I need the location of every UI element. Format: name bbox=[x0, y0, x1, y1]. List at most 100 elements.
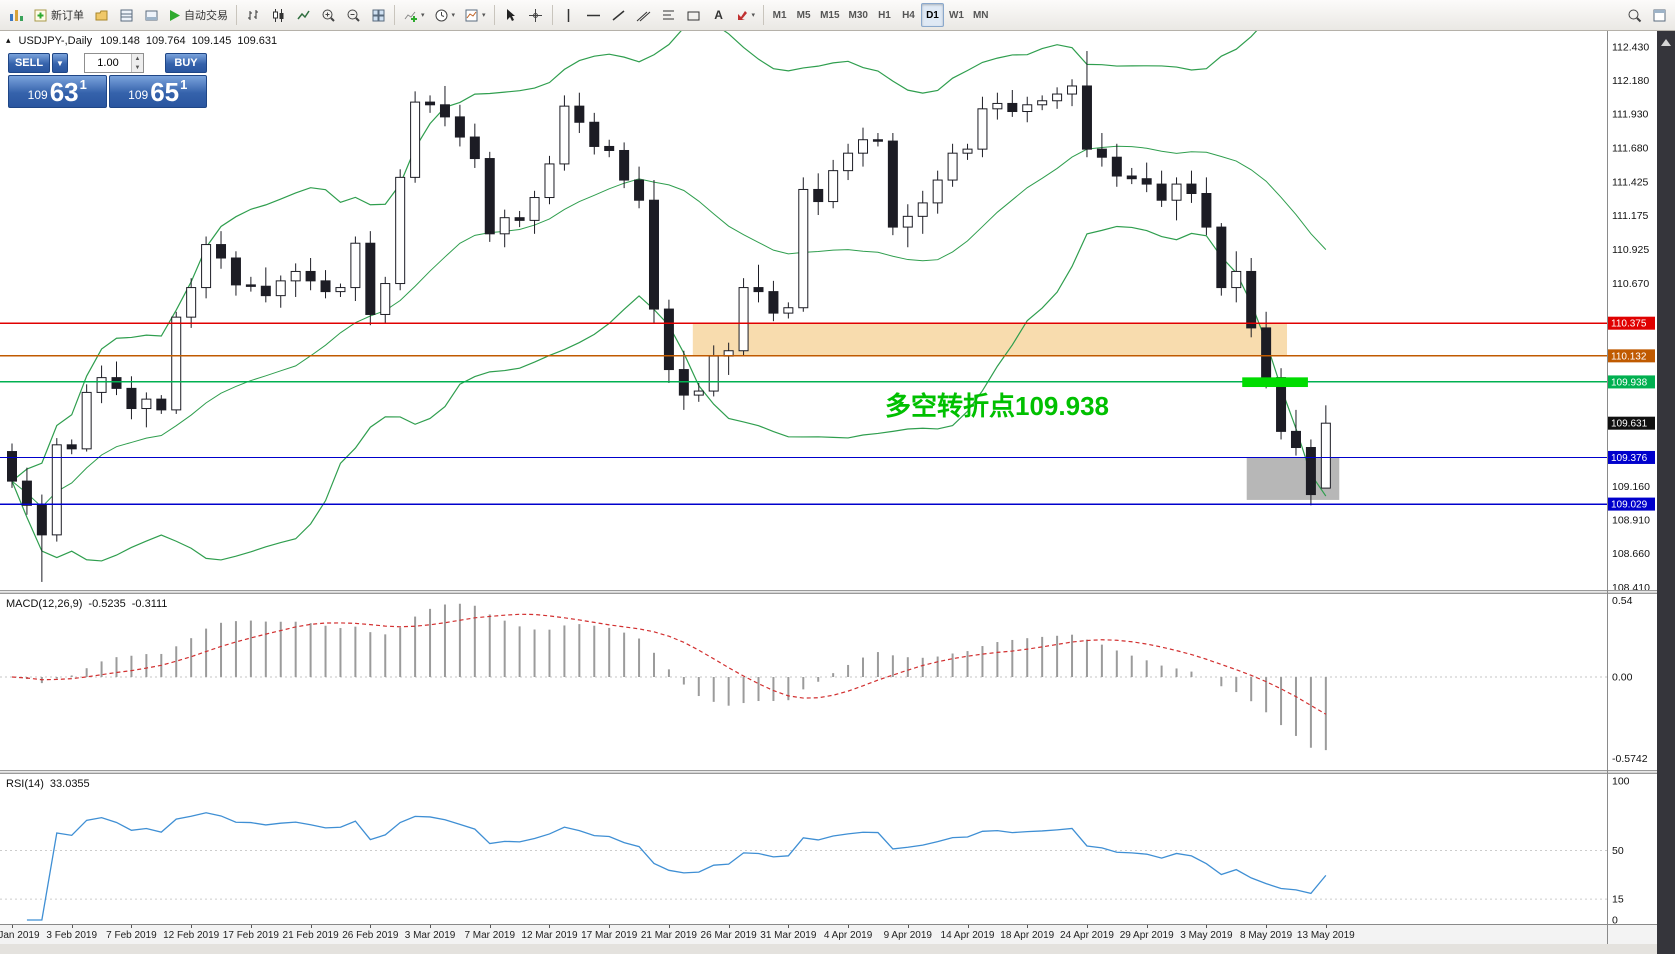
date-label: 29 Jan 2019 bbox=[0, 930, 40, 941]
macd-panel[interactable]: 0.54 0.00 -0.5742 MACD(12,26,9) -0.5235 -0… bbox=[0, 594, 1657, 770]
timeframe-mn[interactable]: MN bbox=[972, 9, 989, 21]
template-icon bbox=[465, 9, 478, 21]
horizontal-line-button[interactable] bbox=[582, 3, 606, 27]
shapes-icon bbox=[687, 11, 700, 20]
date-label: 3 May 2019 bbox=[1180, 930, 1233, 941]
channel-icon bbox=[636, 11, 651, 21]
zoom-in-icon bbox=[322, 9, 335, 22]
volume-value[interactable]: 1.00 bbox=[97, 57, 119, 69]
turning-point-bar[interactable] bbox=[1242, 377, 1308, 388]
timeframe-m15[interactable]: M15 bbox=[820, 9, 840, 21]
quote-header: ▴ USDJPY-,Daily 109.148 109.764 109.145 … bbox=[6, 35, 277, 47]
volume-input[interactable]: 1.00 ▲ ▼ bbox=[84, 53, 144, 73]
indicators-button[interactable]: ▾ bbox=[399, 3, 429, 27]
templates-button[interactable]: ▾ bbox=[460, 3, 490, 27]
resistance-zone[interactable] bbox=[692, 323, 1288, 356]
text-button[interactable]: A bbox=[707, 3, 731, 27]
fibonacci-button[interactable] bbox=[657, 3, 681, 27]
arrows-button[interactable]: ▾ bbox=[732, 3, 760, 27]
auto-trading-button[interactable]: 自动交易 bbox=[164, 3, 232, 27]
toolbar-separator bbox=[493, 5, 495, 25]
quote-high: 109.764 bbox=[145, 35, 186, 47]
time-tick bbox=[370, 925, 372, 928]
price-scale-label: 111.930 bbox=[1612, 109, 1649, 121]
main-chart-canvas[interactable]: 112.430 112.180 111.930 111.680 111.425 111.1… bbox=[0, 31, 1657, 590]
date-label: 12 Feb 2019 bbox=[163, 930, 220, 941]
date-label: 31 Mar 2019 bbox=[760, 930, 817, 941]
profiles-icon bbox=[95, 10, 107, 20]
quote-close: 109.631 bbox=[237, 35, 278, 47]
timeframe-m1[interactable]: M1 bbox=[772, 9, 787, 21]
panel-separator[interactable] bbox=[0, 590, 1657, 594]
timeframe-w1[interactable]: W1 bbox=[948, 9, 964, 21]
new-order-icon bbox=[34, 9, 47, 21]
one-click-trading-panel: SELL ▼ 1.00 ▲ ▼ BUY 109 63 1 bbox=[8, 53, 207, 108]
horizontal-line-icon bbox=[587, 14, 601, 16]
ask-price-button[interactable]: 109 65 1 bbox=[108, 75, 207, 108]
buy-button[interactable]: BUY bbox=[165, 53, 207, 73]
zoom-out-button[interactable] bbox=[341, 3, 365, 27]
rsi-scale-label: 15 bbox=[1612, 894, 1624, 906]
macd-canvas[interactable]: 0.54 0.00 -0.5742 bbox=[0, 594, 1657, 770]
right-edge-panel[interactable] bbox=[1657, 31, 1675, 954]
bar-chart-button[interactable] bbox=[241, 3, 265, 27]
volume-spinner[interactable]: ▲ ▼ bbox=[131, 54, 143, 72]
candlestick-chart-button[interactable] bbox=[266, 3, 290, 27]
time-tick bbox=[788, 925, 790, 928]
price-scale-separator[interactable] bbox=[1607, 31, 1608, 944]
time-tick bbox=[250, 925, 252, 928]
price-badge-110.375 bbox=[1608, 316, 1655, 330]
price-badge-text: 109.631 bbox=[1611, 419, 1648, 430]
macd-name: MACD(12,26,9) bbox=[6, 598, 83, 610]
date-label: 3 Mar 2019 bbox=[404, 930, 456, 941]
bar-chart-icon bbox=[247, 9, 258, 20]
timeframe-d1[interactable]: D1 bbox=[920, 3, 944, 27]
date-label: 21 Mar 2019 bbox=[640, 930, 697, 941]
price-scale-label: 109.160 bbox=[1612, 481, 1650, 493]
new-window-button[interactable] bbox=[1647, 3, 1671, 27]
cursor-button[interactable] bbox=[499, 3, 523, 27]
tile-windows-button[interactable] bbox=[366, 3, 390, 27]
time-axis[interactable]: 29 Jan 2019 3 Feb 2019 7 Feb 2019 12 Feb 20… bbox=[0, 924, 1657, 944]
trendline-button[interactable] bbox=[607, 3, 631, 27]
candlestick-series[interactable] bbox=[7, 51, 1331, 582]
rsi-panel[interactable]: 100 50 15 0 RSI(14) 33.0355 bbox=[0, 774, 1657, 924]
chart-annotation[interactable]: 多空转折点109.938 bbox=[885, 391, 1109, 421]
profiles-button[interactable] bbox=[89, 3, 113, 27]
vertical-line-icon bbox=[567, 8, 570, 22]
price-badge-109.029 bbox=[1608, 497, 1655, 511]
crosshair-button[interactable] bbox=[524, 3, 548, 27]
equidistant-channel-button[interactable] bbox=[632, 3, 656, 27]
periods-button[interactable]: ▾ bbox=[430, 3, 460, 27]
timeframe-m5[interactable]: M5 bbox=[796, 9, 811, 21]
vertical-line-button[interactable] bbox=[557, 3, 581, 27]
timeframe-m30[interactable]: M30 bbox=[848, 9, 868, 21]
line-chart-button[interactable] bbox=[291, 3, 315, 27]
zoom-in-button[interactable] bbox=[316, 3, 340, 27]
main-chart-panel[interactable]: 112.430 112.180 111.930 111.680 111.425 111.1… bbox=[0, 31, 1657, 590]
market-watch-button[interactable] bbox=[114, 3, 138, 27]
sell-button[interactable]: SELL bbox=[8, 53, 50, 73]
macd-signal-line bbox=[11, 613, 1327, 715]
time-tick bbox=[907, 925, 909, 928]
terminal-button[interactable] bbox=[139, 3, 163, 27]
ask-pipette: 1 bbox=[180, 77, 188, 92]
symbol-arrow-icon: ▴ bbox=[6, 35, 11, 45]
toolbar-separator bbox=[394, 5, 395, 25]
time-tick bbox=[1086, 925, 1088, 928]
spinner-down-icon[interactable]: ▼ bbox=[134, 64, 141, 71]
timeframe-h1[interactable]: H1 bbox=[878, 9, 891, 21]
shapes-button[interactable] bbox=[682, 3, 706, 27]
window-frame-bottom bbox=[0, 944, 1675, 954]
app-menu-button[interactable] bbox=[4, 3, 28, 27]
timeframe-h4[interactable]: H4 bbox=[902, 9, 915, 21]
spinner-up-icon[interactable]: ▲ bbox=[134, 55, 141, 62]
macd-scale-label: -0.5742 bbox=[1612, 753, 1648, 765]
price-scale-label: 112.180 bbox=[1612, 75, 1649, 87]
search-button[interactable] bbox=[1622, 3, 1646, 27]
new-order-button[interactable]: 新订单 bbox=[29, 3, 88, 27]
bid-price-button[interactable]: 109 63 1 bbox=[8, 75, 107, 108]
panel-separator[interactable] bbox=[0, 770, 1657, 774]
rsi-canvas[interactable]: 100 50 15 0 bbox=[0, 774, 1657, 924]
order-type-dropdown[interactable]: ▼ bbox=[52, 53, 68, 73]
